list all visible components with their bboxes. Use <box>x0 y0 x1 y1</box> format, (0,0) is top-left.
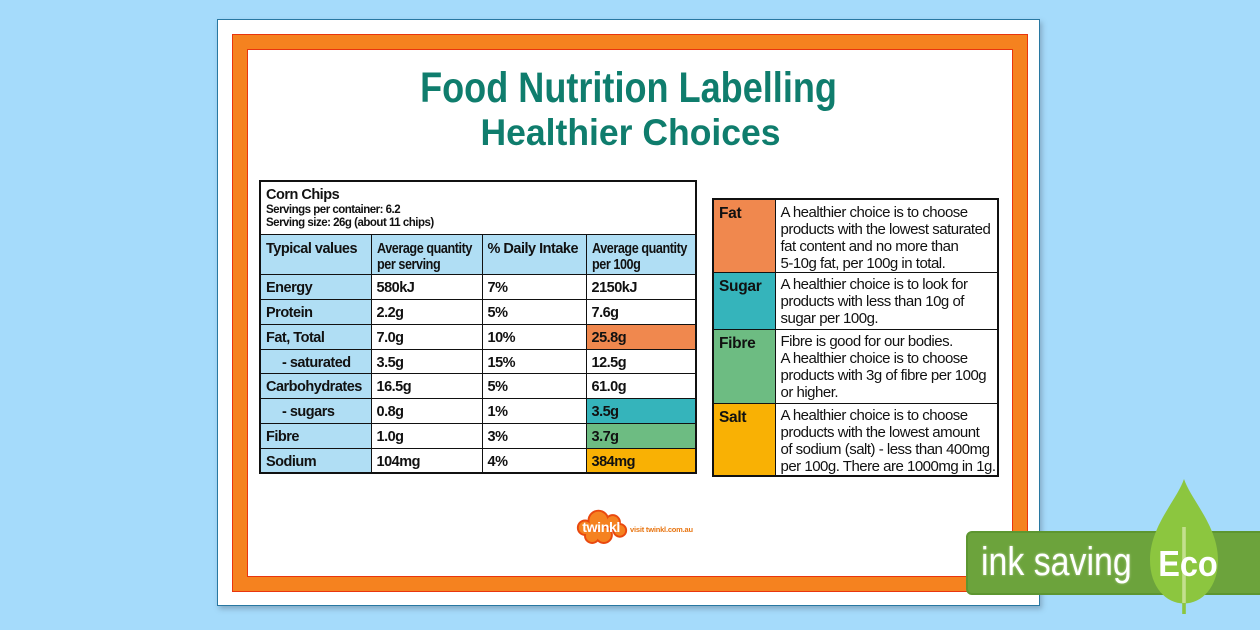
svg-text:twinkl: twinkl <box>582 520 620 536</box>
